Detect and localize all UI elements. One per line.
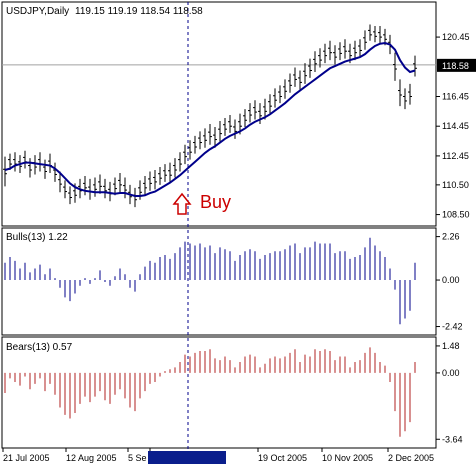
x-tick-label: 5 Se [128, 453, 147, 463]
symbol-label: USDJPY,Daily [6, 6, 69, 17]
main-y-tick-label: 114.45 [442, 121, 469, 131]
bears-panel-frame [1, 336, 437, 449]
ohlc-header: 119.15 119.19 118.54 118.58 [75, 6, 203, 17]
price-bars-layer [3, 24, 417, 208]
main-y-tick-label: 110.50 [442, 180, 469, 190]
y-axis-layer: 120.45 116.45 114.45 112.45 110.50 108.50 2.26… [436, 32, 470, 444]
cursor-date-box [148, 451, 226, 464]
x-tick-label: 10 Nov 2005 [322, 453, 373, 463]
bulls-y-tick-label: 2.26 [442, 232, 460, 242]
x-tick-label: 2 Dec 2005 [388, 453, 434, 463]
bulls-y-tick-label: -2.42 [442, 322, 463, 332]
bulls-y-tick-label: 0.00 [442, 275, 460, 285]
buy-arrow-icon [172, 192, 192, 215]
x-tick-label: 21 Jul 2005 [3, 453, 50, 463]
bears-bars-layer [4, 347, 416, 437]
main-y-tick-label: 108.50 [442, 210, 470, 220]
x-tick-label: 19 Oct 2005 [258, 453, 307, 463]
bulls-bars-layer [4, 237, 416, 325]
bulls-panel-frame [1, 227, 437, 336]
current-price-box [437, 58, 476, 72]
bears-label: Bears(13) 0.57 [6, 342, 73, 353]
main-y-tick-label: 112.45 [442, 151, 469, 161]
moving-average-line [4, 42, 416, 198]
main-y-tick-label: 116.45 [442, 91, 469, 101]
main-y-tick-label: 120.45 [442, 32, 470, 42]
bears-y-tick-label: 1.48 [442, 341, 460, 351]
x-tick-label: 12 Aug 2005 [66, 453, 117, 463]
bulls-label: Bulls(13) 1.22 [6, 232, 68, 243]
moving-average-layer [4, 42, 416, 198]
main-panel-frame [1, 1, 437, 227]
current-price-label: 118.58 [442, 61, 469, 71]
bears-y-tick-label: -3.64 [442, 434, 463, 444]
buy-signal-label: Buy [200, 192, 231, 212]
bears-y-tick-label: 0.00 [442, 368, 460, 378]
